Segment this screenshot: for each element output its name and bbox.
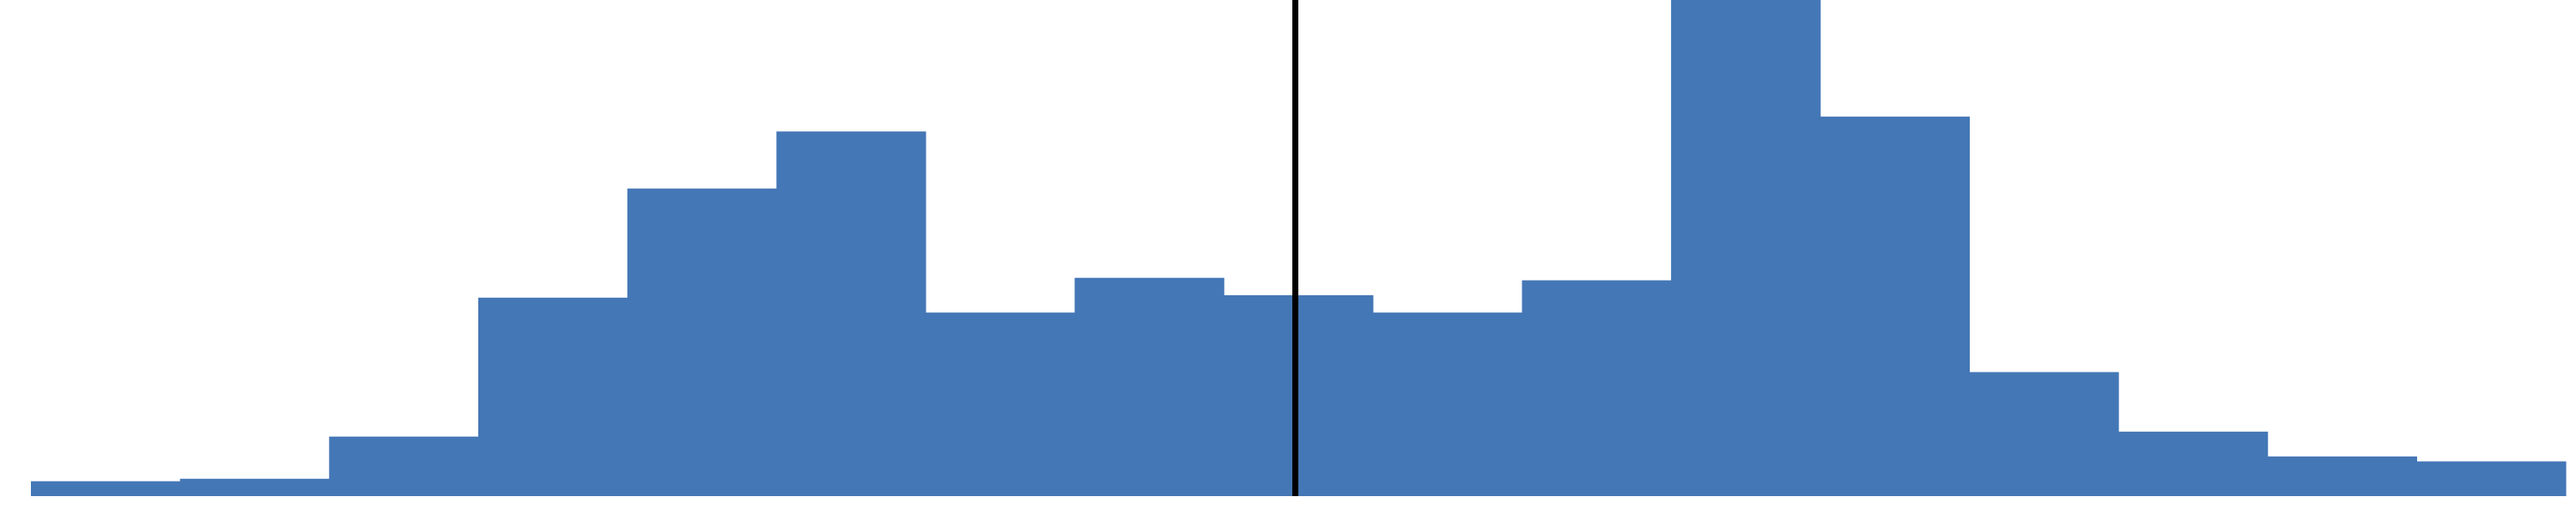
histogram-bar <box>2267 456 2417 496</box>
histogram-bar <box>1820 116 1971 496</box>
histogram-bar <box>31 481 181 496</box>
histogram-bar <box>1671 0 1821 496</box>
histogram-bar <box>925 312 1076 496</box>
histogram-bar <box>776 131 927 497</box>
bars-group <box>31 0 2567 497</box>
histogram-bar <box>477 297 629 496</box>
histogram-bar <box>1969 372 2119 496</box>
histogram-bar <box>1522 280 1672 496</box>
histogram-bar <box>329 436 479 496</box>
histogram-bar <box>1074 277 1224 496</box>
histogram-bar <box>2416 461 2567 496</box>
histogram-bar <box>179 478 330 496</box>
histogram-bar <box>2118 431 2269 496</box>
histogram-bar <box>1372 312 1523 496</box>
histogram-bar <box>627 188 777 496</box>
histogram-bar <box>1224 294 1374 496</box>
